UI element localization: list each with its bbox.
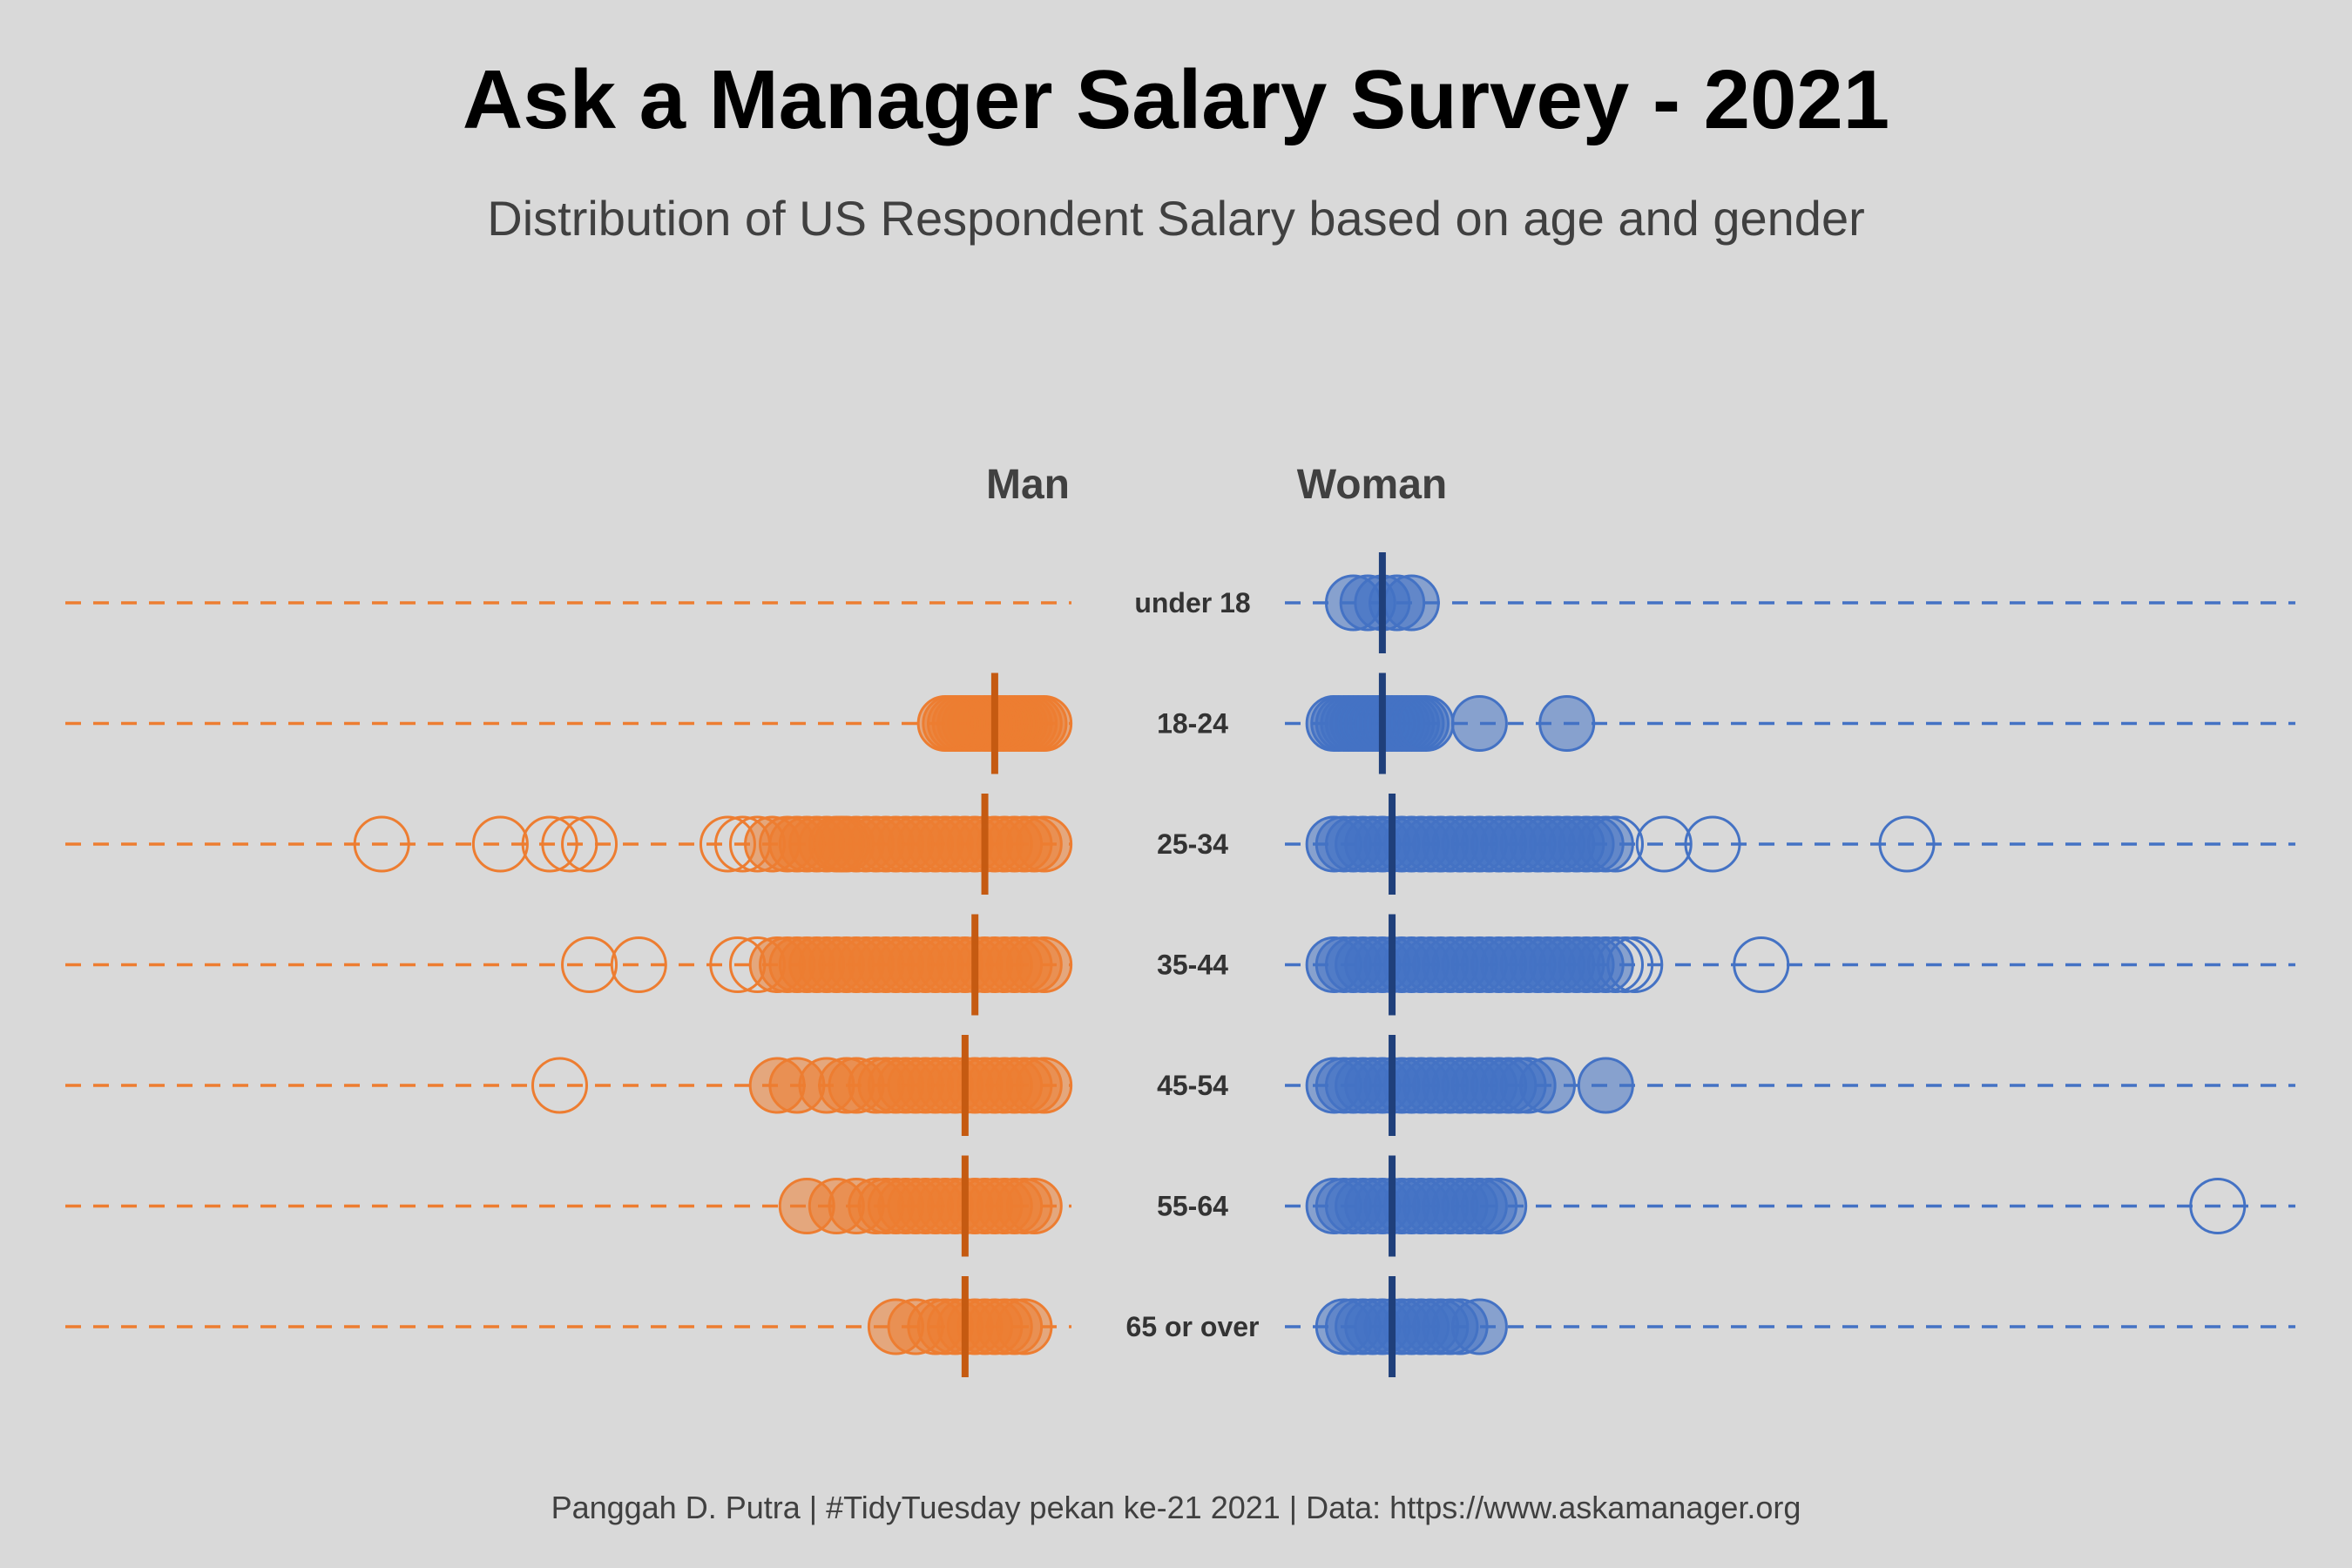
point-man <box>561 815 618 873</box>
point-man <box>744 815 801 873</box>
point-man <box>471 815 529 873</box>
point-woman <box>1597 936 1654 993</box>
point-man <box>709 936 767 993</box>
point-man <box>867 1298 924 1355</box>
point-man <box>353 815 410 873</box>
point-woman <box>1587 936 1644 993</box>
chart-caption: Panggah D. Putra | #TidyTuesday pekan ke… <box>551 1490 1801 1525</box>
point-man <box>541 815 598 873</box>
point-woman <box>1518 1057 1576 1114</box>
point-woman <box>1733 936 1790 993</box>
median-lines <box>961 552 1396 1377</box>
point-man <box>748 1057 806 1114</box>
age-group-label: 35-44 <box>1157 950 1228 981</box>
point-woman <box>1450 1298 1508 1355</box>
point-man <box>729 815 786 873</box>
point-woman <box>1635 815 1693 873</box>
point-woman <box>2189 1178 2247 1234</box>
point-woman <box>1470 1178 1528 1234</box>
point-woman <box>1382 574 1440 632</box>
age-group-label: under 18 <box>1134 587 1250 618</box>
point-man <box>713 815 771 873</box>
age-group-label: 45-54 <box>1157 1070 1228 1101</box>
age-group-label: 65 or over <box>1126 1311 1260 1342</box>
point-woman <box>1878 815 1936 873</box>
point-man <box>748 936 806 993</box>
facet-label-man: Man <box>986 462 1070 508</box>
age-group-label: 25-34 <box>1157 828 1228 860</box>
point-woman <box>1587 815 1644 873</box>
point-woman <box>1577 1057 1634 1114</box>
point-woman <box>1577 815 1634 873</box>
point-man <box>561 936 618 993</box>
point-woman <box>1606 936 1664 993</box>
point-man <box>610 936 667 993</box>
point-woman <box>1450 695 1508 752</box>
point-man <box>521 815 578 873</box>
point-man <box>729 936 786 993</box>
chart-title: Ask a Manager Salary Survey - 2021 <box>462 53 1890 146</box>
point-woman <box>1397 695 1455 752</box>
chart-subtitle: Distribution of US Respondent Salary bas… <box>487 191 1865 246</box>
point-man <box>699 815 756 873</box>
axis-labels: Man Woman under 18 18-24 25-34 35-44 45-54 55-6… <box>986 462 1447 1342</box>
point-man <box>778 1178 835 1234</box>
facet-label-woman: Woman <box>1297 462 1447 508</box>
age-group-label: 55-64 <box>1157 1191 1228 1222</box>
point-woman <box>1538 695 1596 752</box>
point-man <box>916 695 974 752</box>
point-woman <box>1684 815 1741 873</box>
age-group-label: 18-24 <box>1157 708 1228 740</box>
point-man <box>531 1057 588 1114</box>
